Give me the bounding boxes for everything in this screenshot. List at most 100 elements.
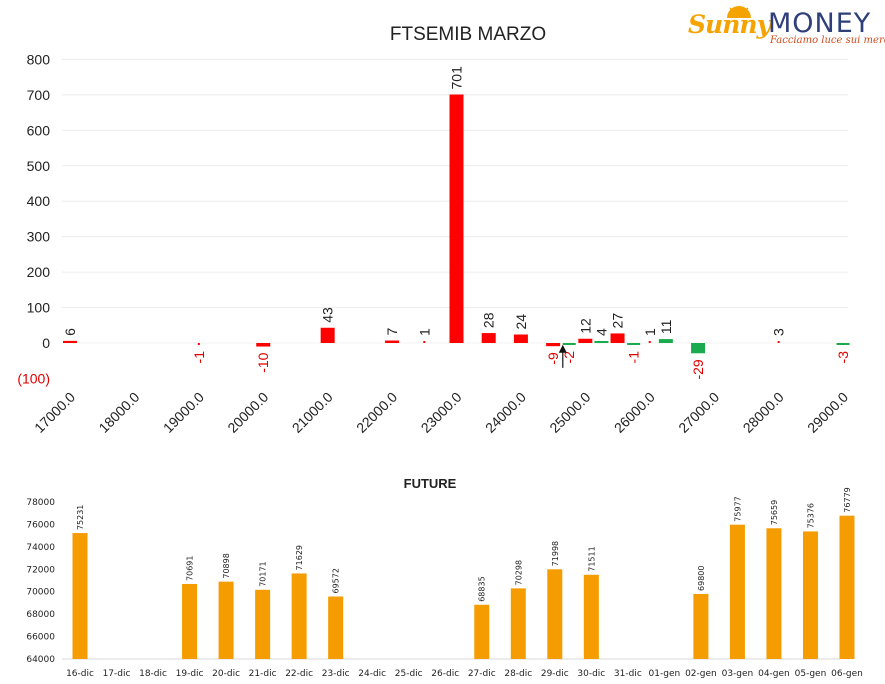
chart1-data-label: 701 bbox=[449, 66, 465, 90]
chart2-bar bbox=[547, 569, 563, 659]
chart2-data-label: 71998 bbox=[551, 541, 560, 566]
chart1-y-tick-label: 100 bbox=[27, 300, 51, 316]
chart1-bar bbox=[385, 340, 400, 343]
chart1-x-tick-label: 21000.0 bbox=[289, 389, 336, 436]
chart2-x-tick-label: 17-dic bbox=[103, 669, 131, 679]
chart1-data-label: -1 bbox=[626, 351, 642, 364]
chart2-x-tick-label: 04-gen bbox=[758, 669, 790, 679]
chart2-data-label: 69572 bbox=[332, 568, 341, 593]
chart2-x-tick-label: 05-gen bbox=[795, 669, 827, 679]
chart1-bar bbox=[423, 341, 426, 343]
chart2-bar bbox=[255, 589, 271, 659]
chart1-x-tick-label: 28000.0 bbox=[740, 389, 787, 436]
chart2-data-label: 71629 bbox=[295, 545, 304, 570]
chart2-y-tick-label: 74000 bbox=[26, 543, 55, 553]
chart2-bar bbox=[328, 596, 344, 659]
chart2-title: FUTURE bbox=[404, 476, 457, 491]
chart2-x-tick-label: 20-dic bbox=[212, 669, 240, 679]
chart1-data-label: 7 bbox=[384, 328, 400, 336]
chart1-data-label: -10 bbox=[255, 352, 271, 372]
chart1-bar bbox=[610, 333, 625, 343]
chart1-data-label: 3 bbox=[771, 328, 787, 336]
chart2-bar bbox=[218, 581, 234, 659]
chart1-title: FTSEMIB MARZO bbox=[390, 24, 546, 45]
chart2-x-tick-label: 26-dic bbox=[431, 669, 459, 679]
chart2-data-label: 76779 bbox=[843, 487, 852, 512]
chart2-x-tick-label: 19-dic bbox=[176, 669, 204, 679]
chart1-data-label: 27 bbox=[610, 313, 626, 329]
chart1-bar bbox=[320, 327, 335, 343]
chart1-marker-arrow-head bbox=[558, 344, 567, 353]
chart2-y-tick-label: 66000 bbox=[26, 633, 55, 643]
chart2-bar bbox=[583, 574, 599, 659]
chart2-bar bbox=[839, 515, 855, 659]
chart1-data-label: 6 bbox=[62, 328, 78, 336]
chart2-x-tick-label: 30-dic bbox=[577, 669, 605, 679]
chart2-bar bbox=[510, 588, 526, 659]
chart1-data-label: -1 bbox=[191, 351, 207, 364]
chart2-bar bbox=[182, 583, 198, 659]
chart1-data-label: -9 bbox=[545, 352, 561, 365]
chart2-data-label: 75977 bbox=[733, 496, 742, 521]
chart2-data-label: 68835 bbox=[478, 576, 487, 601]
chart1-x-tick-label: 23000.0 bbox=[418, 389, 465, 436]
chart2-bar bbox=[729, 524, 745, 659]
chart1-data-label: -3 bbox=[835, 351, 851, 364]
chart2-data-label: 71511 bbox=[587, 546, 596, 571]
chart1-y-tick-label: 200 bbox=[27, 264, 51, 280]
chart1-x-tick-label: 22000.0 bbox=[353, 389, 400, 436]
chart2-x-tick-label: 01-gen bbox=[649, 669, 681, 679]
chart1-bar bbox=[449, 94, 464, 343]
chart2-y-tick-label: 70000 bbox=[26, 588, 55, 598]
chart2-data-label: 70898 bbox=[222, 553, 231, 578]
chart1-x-tick-label: 24000.0 bbox=[482, 389, 529, 436]
sunny-money-logo: Sunny MONEY Facciamo luce sui mercati bbox=[684, 6, 885, 46]
chart1-y-tick-label: 700 bbox=[27, 87, 51, 103]
chart2-data-label: 70691 bbox=[186, 556, 195, 581]
chart1-bar bbox=[256, 343, 271, 347]
chart1-bar bbox=[691, 343, 706, 354]
chart1-data-label: 28 bbox=[481, 312, 497, 328]
chart2-x-tick-label: 28-dic bbox=[504, 669, 532, 679]
chart2-bar bbox=[72, 533, 88, 659]
chart1-bar bbox=[836, 343, 850, 345]
chart1-data-label: 1 bbox=[416, 328, 432, 336]
chart1-x-tick-label: 19000.0 bbox=[160, 389, 207, 436]
chart1-bar bbox=[562, 343, 576, 345]
chart2-bar bbox=[693, 593, 709, 659]
chart1-bar bbox=[777, 341, 780, 343]
chart1-bar bbox=[578, 338, 593, 343]
chart2-x-tick-label: 22-dic bbox=[285, 669, 313, 679]
chart2-data-label: 75231 bbox=[76, 505, 85, 530]
chart2-data-label: 75659 bbox=[770, 500, 779, 525]
chart2-x-tick-label: 03-gen bbox=[722, 669, 754, 679]
chart1-x-tick-label: 27000.0 bbox=[675, 389, 722, 436]
logo-tagline: Facciamo luce sui mercati bbox=[770, 35, 885, 46]
chart1-bar bbox=[513, 334, 528, 343]
logo-brand-money: MONEY bbox=[768, 8, 872, 39]
chart1-x-tick-label: 18000.0 bbox=[95, 389, 142, 436]
chart2-data-label: 70298 bbox=[514, 560, 523, 585]
chart1-data-label: -29 bbox=[690, 359, 706, 379]
chart2-bar bbox=[474, 604, 490, 659]
chart1-data-label: 24 bbox=[513, 314, 529, 330]
chart1-bar bbox=[594, 341, 609, 343]
chart1-x-tick-label: 29000.0 bbox=[804, 389, 851, 436]
chart1-y-tick-label: 600 bbox=[27, 122, 51, 138]
chart1-y-tick-label: 300 bbox=[27, 229, 51, 245]
chart2-y-tick-label: 68000 bbox=[26, 610, 55, 620]
chart2-x-tick-label: 23-dic bbox=[322, 669, 350, 679]
chart2-x-tick-label: 06-gen bbox=[831, 669, 863, 679]
chart1-bar bbox=[627, 343, 641, 345]
chart1-x-tick-label: 26000.0 bbox=[611, 389, 658, 436]
chart1-x-tick-label: 20000.0 bbox=[224, 389, 271, 436]
chart1-bar bbox=[658, 339, 673, 343]
chart2-data-label: 75376 bbox=[806, 503, 815, 528]
chart2-x-tick-label: 29-dic bbox=[541, 669, 569, 679]
chart1-bar bbox=[63, 340, 77, 343]
chart1-data-label: -2 bbox=[561, 351, 577, 364]
chart2-x-tick-label: 25-dic bbox=[395, 669, 423, 679]
chart2-bar bbox=[802, 531, 818, 659]
chart2-x-tick-label: 02-gen bbox=[685, 669, 717, 679]
